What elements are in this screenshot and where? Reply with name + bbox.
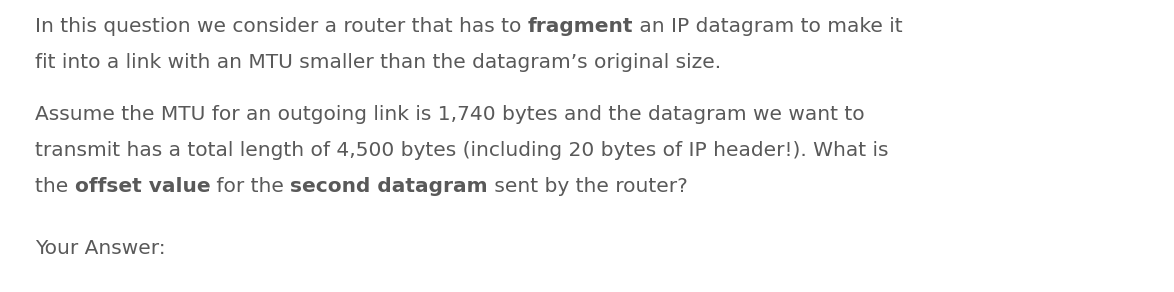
Text: an IP datagram to make it: an IP datagram to make it bbox=[633, 17, 903, 36]
Text: transmit has a total length of 4,500 bytes (including 20 bytes of IP header!). W: transmit has a total length of 4,500 byt… bbox=[35, 141, 889, 160]
Text: Your Answer:: Your Answer: bbox=[35, 239, 166, 258]
Text: the: the bbox=[35, 177, 75, 196]
Text: offset value: offset value bbox=[75, 177, 210, 196]
Text: fragment: fragment bbox=[528, 17, 633, 36]
Text: In this question we consider a router that has to: In this question we consider a router th… bbox=[35, 17, 528, 36]
Text: Assume the MTU for an outgoing link is 1,740 bytes and the datagram we want to: Assume the MTU for an outgoing link is 1… bbox=[35, 105, 864, 124]
Text: second datagram: second datagram bbox=[290, 177, 488, 196]
Text: sent by the router?: sent by the router? bbox=[488, 177, 688, 196]
Text: for the: for the bbox=[210, 177, 290, 196]
Text: fit into a link with an MTU smaller than the datagram’s original size.: fit into a link with an MTU smaller than… bbox=[35, 53, 721, 72]
